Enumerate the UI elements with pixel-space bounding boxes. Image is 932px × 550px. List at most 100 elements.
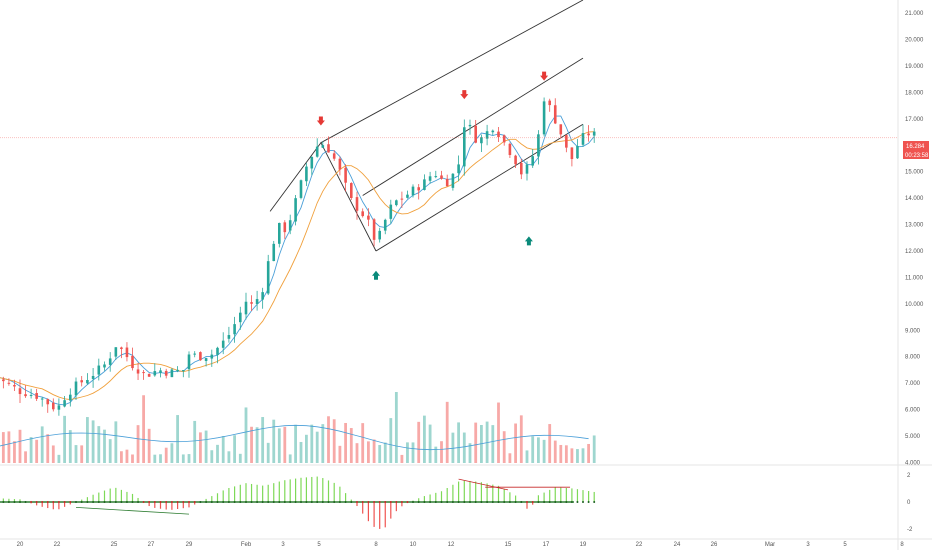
candle-body bbox=[468, 124, 472, 127]
time-axis[interactable]: 20 22 25 27 29 Feb 3 5 8 10 12 15 17 19 22 24 26 Mar 3 5 8 bbox=[17, 542, 905, 548]
oscillator-dot bbox=[576, 501, 579, 503]
price-badges: 16.284 00:23:58 bbox=[903, 141, 929, 159]
volume-bar bbox=[327, 416, 330, 463]
volume-bar bbox=[170, 443, 174, 463]
volume-bar bbox=[193, 420, 197, 463]
candle-body bbox=[40, 398, 44, 400]
candlesticks bbox=[0, 97, 898, 416]
volume-bar bbox=[451, 432, 455, 463]
oscillator-dot bbox=[272, 501, 275, 503]
oscillator-dot bbox=[216, 501, 219, 503]
volume-bar bbox=[29, 437, 33, 463]
time-tick-label: 26 bbox=[711, 542, 718, 548]
countdown-label: 00:23:58 bbox=[905, 153, 929, 159]
candle-body bbox=[299, 180, 303, 198]
price-tick-label: 18.000 bbox=[905, 90, 924, 96]
time-tick-label: 29 bbox=[186, 542, 193, 548]
candle-body bbox=[395, 200, 398, 206]
price-tick-label: 13.000 bbox=[905, 223, 924, 229]
candle-body bbox=[199, 352, 202, 361]
candle-body bbox=[57, 405, 61, 410]
candle-body bbox=[233, 324, 236, 335]
oscillator-tick-label: -2 bbox=[907, 527, 913, 533]
volume-bar bbox=[227, 451, 231, 463]
oscillator-dot bbox=[205, 501, 208, 503]
oscillator-dot bbox=[278, 501, 281, 503]
candle-body bbox=[147, 374, 151, 377]
oscillator-dot bbox=[316, 501, 319, 503]
time-tick-label: 25 bbox=[111, 542, 118, 548]
volume-bar bbox=[147, 428, 151, 463]
volume-bar bbox=[548, 424, 552, 463]
volume-bar bbox=[514, 423, 517, 463]
oscillator-dot bbox=[344, 501, 347, 503]
volume-bar bbox=[255, 427, 259, 463]
price-tick-label: 14.000 bbox=[905, 196, 924, 202]
volume-bar bbox=[125, 449, 129, 463]
candle-body bbox=[170, 369, 174, 378]
price-axis[interactable]: 21.00020.00019.00018.00017.00016.00015.0… bbox=[905, 11, 924, 533]
candle-body bbox=[480, 137, 483, 144]
channel-line-middle bbox=[362, 57, 584, 196]
oscillator-dot bbox=[80, 501, 83, 503]
candle-body bbox=[434, 176, 438, 178]
volume-bar bbox=[310, 424, 314, 463]
oscillator-dot bbox=[193, 501, 196, 503]
oscillator-dot bbox=[30, 501, 33, 503]
arrow-up-icon bbox=[372, 270, 380, 280]
trend-channels bbox=[269, 0, 584, 252]
price-tick-label: 11.000 bbox=[905, 275, 924, 281]
oscillator-dot bbox=[222, 501, 225, 503]
candle-body bbox=[537, 134, 540, 157]
oscillator-dot bbox=[543, 501, 546, 503]
oscillator-dot bbox=[503, 501, 506, 503]
oscillator-dot bbox=[395, 501, 398, 503]
volume-bar bbox=[238, 453, 242, 463]
oscillator-dot bbox=[239, 501, 242, 503]
oscillator-dot bbox=[451, 501, 454, 503]
volume-bar bbox=[519, 415, 523, 463]
candle-body bbox=[525, 164, 529, 174]
volume-bar bbox=[332, 419, 336, 463]
time-tick-label: 3 bbox=[806, 542, 810, 548]
volume-bar bbox=[440, 441, 443, 463]
oscillator-dot bbox=[434, 501, 437, 503]
time-tick-label: 22 bbox=[636, 542, 643, 548]
candle-body bbox=[216, 347, 219, 355]
price-tick-label: 10.000 bbox=[905, 302, 924, 308]
oscillator-dot bbox=[440, 501, 443, 503]
candle-body bbox=[142, 372, 145, 374]
price-tick-label: 17.000 bbox=[905, 117, 924, 123]
oscillator-dot bbox=[457, 501, 460, 503]
volume-bar bbox=[389, 418, 393, 463]
candle-body bbox=[587, 133, 590, 136]
volume-bar bbox=[181, 454, 185, 463]
volume-bar bbox=[474, 422, 478, 463]
oscillator-dot bbox=[199, 501, 202, 503]
oscillator-dot bbox=[125, 501, 128, 503]
volume-bar bbox=[216, 444, 219, 463]
oscillator-dot bbox=[261, 501, 264, 503]
oscillator-dot bbox=[417, 501, 420, 503]
candle-body bbox=[428, 176, 432, 181]
oscillator-dot bbox=[469, 501, 471, 503]
oscillator-dot bbox=[423, 501, 426, 503]
price-tick-label: 15.000 bbox=[905, 170, 924, 176]
candle-body bbox=[159, 370, 162, 373]
candle-body bbox=[321, 145, 325, 148]
candle-body bbox=[80, 380, 83, 383]
volume-bar bbox=[417, 421, 421, 463]
oscillator-dot bbox=[170, 501, 173, 503]
oscillator-dot bbox=[520, 501, 523, 503]
volume-bar bbox=[18, 429, 22, 463]
arrow-down-icon bbox=[540, 71, 549, 81]
oscillator-dot bbox=[188, 501, 190, 503]
oscillator-dot bbox=[587, 501, 590, 503]
candle-body bbox=[266, 261, 270, 294]
oscillator-dot bbox=[289, 501, 292, 503]
volume-bar bbox=[159, 454, 162, 463]
candle-body bbox=[244, 301, 248, 315]
price-tick-label: 12.000 bbox=[905, 249, 924, 255]
volume-bar bbox=[537, 437, 540, 463]
price-tick-label: 9.000 bbox=[905, 328, 921, 334]
